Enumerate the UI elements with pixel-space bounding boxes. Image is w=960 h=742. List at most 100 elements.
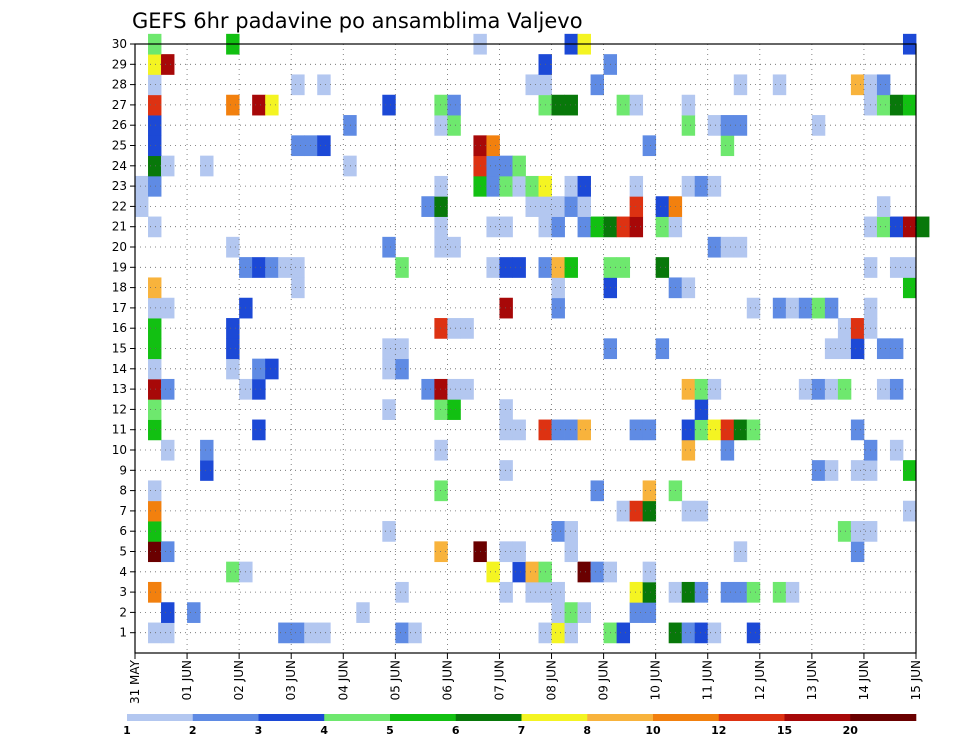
heatmap-cell: [772, 74, 787, 96]
heatmap-cell: [551, 94, 565, 116]
heatmap-cell: [551, 521, 565, 542]
heatmap-cell: [252, 419, 266, 441]
heatmap-cell: [252, 378, 266, 400]
heatmap-cell: [148, 521, 162, 542]
heatmap-cell: [681, 94, 696, 116]
heatmap-cell: [811, 378, 826, 400]
heatmap-cell: [499, 257, 513, 278]
heatmap-cell: [889, 257, 904, 278]
y-tick-label: 2: [119, 605, 127, 619]
y-tick-label: 15: [112, 342, 127, 356]
heatmap-cell: [148, 74, 162, 96]
y-tick-label: 14: [112, 362, 127, 376]
heatmap-cell: [707, 175, 722, 197]
heatmap-cell: [681, 175, 696, 197]
x-tick-label: 04 JUN: [336, 660, 350, 700]
heatmap-cell: [616, 500, 631, 522]
heatmap-cell: [499, 216, 513, 238]
heatmap-cell: [694, 399, 709, 420]
heatmap-cell: [512, 541, 526, 563]
heatmap-cell: [720, 236, 735, 258]
heatmap-cell: [382, 94, 396, 116]
heatmap-cell: [837, 338, 852, 360]
heatmap-cell: [161, 297, 175, 319]
heatmap-cell: [447, 318, 461, 339]
heatmap-cell: [200, 460, 214, 481]
heatmap-cell: [148, 378, 162, 400]
heatmap-cell: [226, 561, 240, 583]
y-tick-label: 4: [119, 565, 127, 579]
y-tick-label: 17: [112, 301, 127, 315]
heatmap-cell: [434, 236, 448, 258]
heatmap-cell: [291, 277, 305, 299]
colorbar-swatch: [587, 714, 654, 721]
heatmap-cell: [916, 216, 930, 238]
colorbar-swatch: [390, 714, 457, 721]
heatmap-cell: [486, 561, 500, 583]
heatmap-cell: [148, 318, 162, 339]
heatmap-cell: [434, 216, 448, 238]
heatmap-cell: [577, 419, 591, 441]
heatmap-cell: [876, 94, 891, 116]
heatmap-cell: [148, 399, 162, 420]
heatmap-cell: [629, 94, 644, 116]
heatmap-cell: [395, 358, 409, 380]
heatmap-cell: [291, 257, 305, 278]
heatmap-cell: [655, 257, 670, 278]
heatmap-cell: [746, 297, 761, 319]
heatmap-cell: [876, 338, 891, 360]
colorbar-swatch: [784, 714, 851, 721]
heatmap-cell: [434, 541, 448, 563]
heatmap-cell: [551, 419, 565, 441]
heatmap-cell: [564, 94, 578, 116]
heatmap-cell: [161, 378, 175, 400]
heatmap-cell: [837, 521, 852, 542]
colorbar-label: 2: [189, 724, 197, 737]
heatmap-cell: [824, 460, 839, 481]
x-axis: 31 MAY 01 JUN 02 JUN 03 JUN 04 JUN 05 JUN 06 J…: [128, 653, 923, 704]
heatmap-cell: [434, 175, 448, 197]
heatmap-cell: [135, 175, 149, 197]
heatmap-cell: [317, 135, 331, 157]
heatmap-cell: [382, 358, 396, 380]
y-tick-label: 11: [112, 423, 127, 437]
heatmap-cell: [824, 338, 839, 360]
heatmap-cell: [629, 196, 644, 217]
heatmap-cell: [681, 378, 696, 400]
heatmap-cell: [707, 115, 722, 136]
colorbar-label: 7: [518, 724, 526, 737]
y-tick-label: 30: [112, 37, 127, 51]
heatmap-cell: [148, 175, 162, 197]
heatmap-cell: [499, 155, 513, 177]
heatmap-cell: [226, 236, 240, 258]
heatmap-cell: [837, 318, 852, 339]
heatmap-cell: [720, 135, 735, 157]
x-tick-label: 02 JUN: [232, 660, 246, 700]
heatmap-cell: [148, 155, 162, 177]
heatmap-cell: [265, 94, 279, 116]
heatmap-cell: [681, 439, 696, 461]
heatmap-cell: [707, 378, 722, 400]
heatmap-cell: [226, 94, 240, 116]
heatmap-cell: [590, 561, 604, 583]
heatmap-cell: [525, 196, 539, 217]
heatmap-cell: [265, 358, 279, 380]
heatmap-cell: [317, 622, 331, 644]
heatmap-cell: [876, 196, 891, 217]
heatmap-cell: [356, 602, 370, 623]
heatmap-cell: [382, 236, 396, 258]
heatmap-cell: [785, 297, 800, 319]
heatmap-cell: [252, 257, 266, 278]
y-tick-label: 6: [119, 524, 127, 538]
heatmap-cell: [291, 135, 305, 157]
x-tick-label: 11 JUN: [701, 660, 715, 700]
colorbar-label: 15: [777, 724, 792, 737]
heatmap-cell: [512, 419, 526, 441]
heatmap-cell: [161, 439, 175, 461]
heatmap-cell: [252, 94, 266, 116]
heatmap-cell: [148, 54, 162, 75]
heatmap-cell: [655, 216, 670, 238]
heatmap-cell: [551, 622, 565, 644]
heatmap-cell: [824, 378, 839, 400]
heatmap-cell: [629, 602, 644, 623]
